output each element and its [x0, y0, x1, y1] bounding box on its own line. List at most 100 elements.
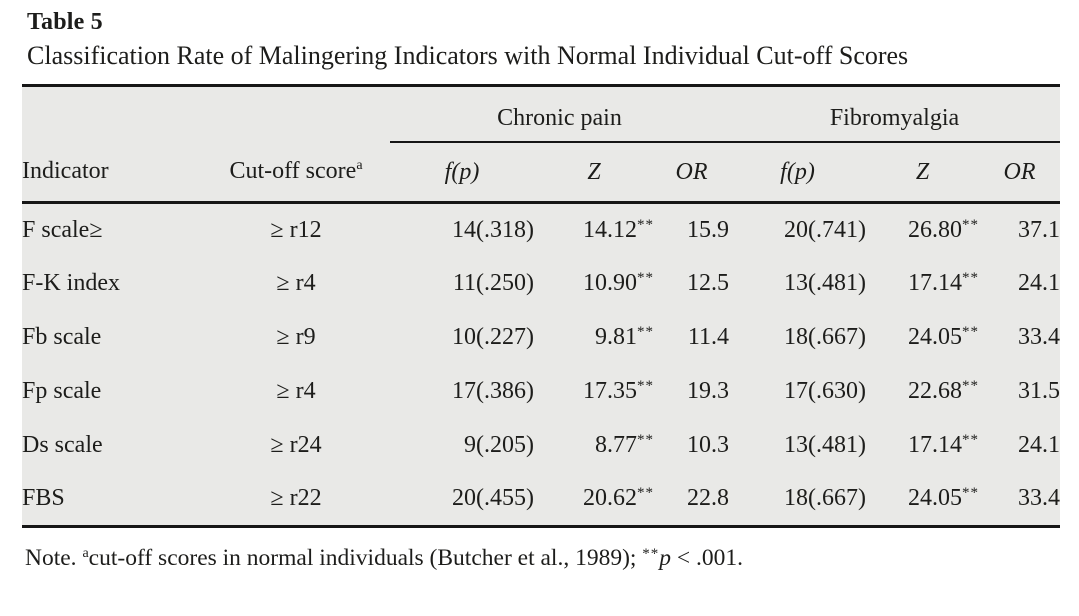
- table-row-f-scale: F scale≥ ≥ r12 14(.318) 14.12** 15.9 20(…: [22, 202, 1060, 256]
- cell-fm-z: 26.80**: [866, 202, 979, 256]
- cell-cutoff: ≥ r9: [276, 323, 316, 350]
- cell-indicator: F-K index: [22, 269, 120, 296]
- significance-stars: **: [962, 377, 979, 394]
- note-p-symbol: p: [659, 544, 672, 571]
- cell-cp-or: 11.4: [687, 323, 729, 350]
- significance-stars: **: [637, 377, 654, 394]
- table-row-fp-scale: Fp scale ≥ r4 17(.386) 17.35** 19.3 17(.…: [22, 364, 1060, 418]
- table-row-fbs: FBS ≥ r22 20(.455) 20.62** 22.8 18(.667)…: [22, 472, 1060, 526]
- z-value: 26.80: [908, 216, 962, 243]
- z-value: 10.90: [583, 269, 637, 296]
- cell-cp-or: 12.5: [687, 269, 729, 296]
- table-container: Chronic pain Fibromyalgia Indicator Cut-…: [22, 83, 1079, 528]
- cell-cp-fp: 14(.318): [452, 216, 534, 243]
- cell-cp-fp: 9(.205): [464, 431, 534, 458]
- significance-stars: **: [637, 431, 654, 448]
- cell-indicator: F scale≥: [22, 216, 103, 243]
- cell-cp-z: 9.81**: [534, 310, 654, 364]
- cell-cp-fp: 10(.227): [452, 323, 534, 350]
- cell-fm-z: 24.05**: [866, 310, 979, 364]
- cell-fm-fp: 20(.741): [784, 216, 866, 243]
- z-value: 20.62: [583, 485, 637, 512]
- cell-fm-z: 17.14**: [866, 256, 979, 310]
- significance-stars: **: [637, 485, 654, 502]
- cell-cutoff: ≥ r4: [276, 269, 316, 296]
- z-value: 24.05: [908, 485, 962, 512]
- table-row-fk-index: F-K index ≥ r4 11(.250) 10.90** 12.5 13(…: [22, 256, 1060, 310]
- cell-cp-or: 10.3: [687, 431, 729, 458]
- note-suffix: < .001.: [671, 544, 744, 571]
- col-header-indicator: Indicator: [22, 142, 202, 204]
- group-header-spacer: [22, 85, 390, 142]
- significance-stars: **: [637, 323, 654, 340]
- z-value: 24.05: [908, 323, 962, 350]
- cell-indicator: FBS: [22, 485, 65, 512]
- cell-fm-fp: 13(.481): [784, 431, 866, 458]
- note-significance-stars: **: [642, 545, 660, 562]
- z-value: 17.35: [583, 377, 637, 404]
- significance-stars: **: [962, 431, 979, 448]
- cell-cp-fp: 11(.250): [452, 269, 534, 296]
- significance-stars: **: [962, 216, 979, 233]
- significance-stars: **: [637, 216, 654, 233]
- cell-cp-z: 14.12**: [534, 202, 654, 256]
- z-value: 17.14: [908, 269, 962, 296]
- cutoff-footnote-marker: a: [356, 158, 363, 174]
- col-header-cp-fp: f(p): [390, 142, 534, 204]
- cell-cutoff: ≥ r22: [270, 485, 322, 512]
- cell-cp-fp: 20(.455): [452, 485, 534, 512]
- cell-cp-z: 17.35**: [534, 364, 654, 418]
- significance-stars: **: [962, 269, 979, 286]
- cutoff-label: Cut-off score: [229, 158, 357, 185]
- cell-indicator: Fb scale: [22, 323, 102, 350]
- z-value: 8.77: [595, 431, 637, 458]
- significance-stars: **: [962, 323, 979, 340]
- table-number-label: Table 5: [27, 9, 103, 35]
- cell-cp-z: 10.90**: [534, 256, 654, 310]
- cell-fm-fp: 18(.667): [784, 323, 866, 350]
- cell-cp-or: 15.9: [687, 216, 729, 243]
- cell-cp-z: 20.62**: [534, 472, 654, 526]
- table-row-ds-scale: Ds scale ≥ r24 9(.205) 8.77** 10.3 13(.4…: [22, 418, 1060, 472]
- cell-fm-or: 24.1: [1018, 269, 1060, 296]
- cell-cutoff: ≥ r12: [270, 216, 322, 243]
- note-body: cut-off scores in normal individuals (Bu…: [88, 544, 643, 571]
- cell-fm-or: 37.1: [1018, 216, 1060, 243]
- table-caption: Classification Rate of Malingering Indic…: [27, 41, 909, 70]
- table-heading: Table 5 Classification Rate of Malingeri…: [0, 0, 1079, 73]
- col-header-fm-or: OR: [979, 142, 1060, 204]
- cell-cp-or: 22.8: [687, 485, 729, 512]
- significance-stars: **: [962, 485, 979, 502]
- z-value: 17.14: [908, 431, 962, 458]
- z-value: 22.68: [908, 377, 962, 404]
- column-header-row: Indicator Cut-off scorea f(p) Z OR f(p) …: [22, 142, 1060, 204]
- cell-fm-or: 33.4: [1018, 485, 1060, 512]
- cell-cp-z: 8.77**: [534, 418, 654, 472]
- cell-fm-fp: 13(.481): [784, 269, 866, 296]
- table-row-fb-scale: Fb scale ≥ r9 10(.227) 9.81** 11.4 18(.6…: [22, 310, 1060, 364]
- cell-indicator: Ds scale: [22, 431, 103, 458]
- cell-indicator: Fp scale: [22, 377, 102, 404]
- cell-fm-z: 22.68**: [866, 364, 979, 418]
- group-header-chronic-pain: Chronic pain: [390, 85, 729, 144]
- cell-fm-or: 24.1: [1018, 431, 1060, 458]
- group-header-fibromyalgia: Fibromyalgia: [729, 85, 1060, 144]
- cell-fm-z: 24.05**: [866, 472, 979, 526]
- col-header-fm-z: Z: [866, 142, 979, 204]
- group-header-row: Chronic pain Fibromyalgia: [22, 85, 1060, 144]
- z-value: 9.81: [595, 323, 637, 350]
- col-header-cp-z: Z: [534, 142, 654, 204]
- col-header-fm-fp: f(p): [729, 142, 866, 204]
- note-prefix: Note.: [25, 544, 83, 571]
- cell-cutoff: ≥ r4: [276, 377, 316, 404]
- cell-fm-fp: 18(.667): [784, 485, 866, 512]
- cell-fm-z: 17.14**: [866, 418, 979, 472]
- table-note: Note. acut-off scores in normal individu…: [25, 543, 1079, 574]
- cell-fm-or: 31.5: [1018, 377, 1060, 404]
- z-value: 14.12: [583, 216, 637, 243]
- cell-cutoff: ≥ r24: [270, 431, 322, 458]
- col-header-cp-or: OR: [654, 142, 729, 204]
- cell-fm-or: 33.4: [1018, 323, 1060, 350]
- cell-cp-fp: 17(.386): [452, 377, 534, 404]
